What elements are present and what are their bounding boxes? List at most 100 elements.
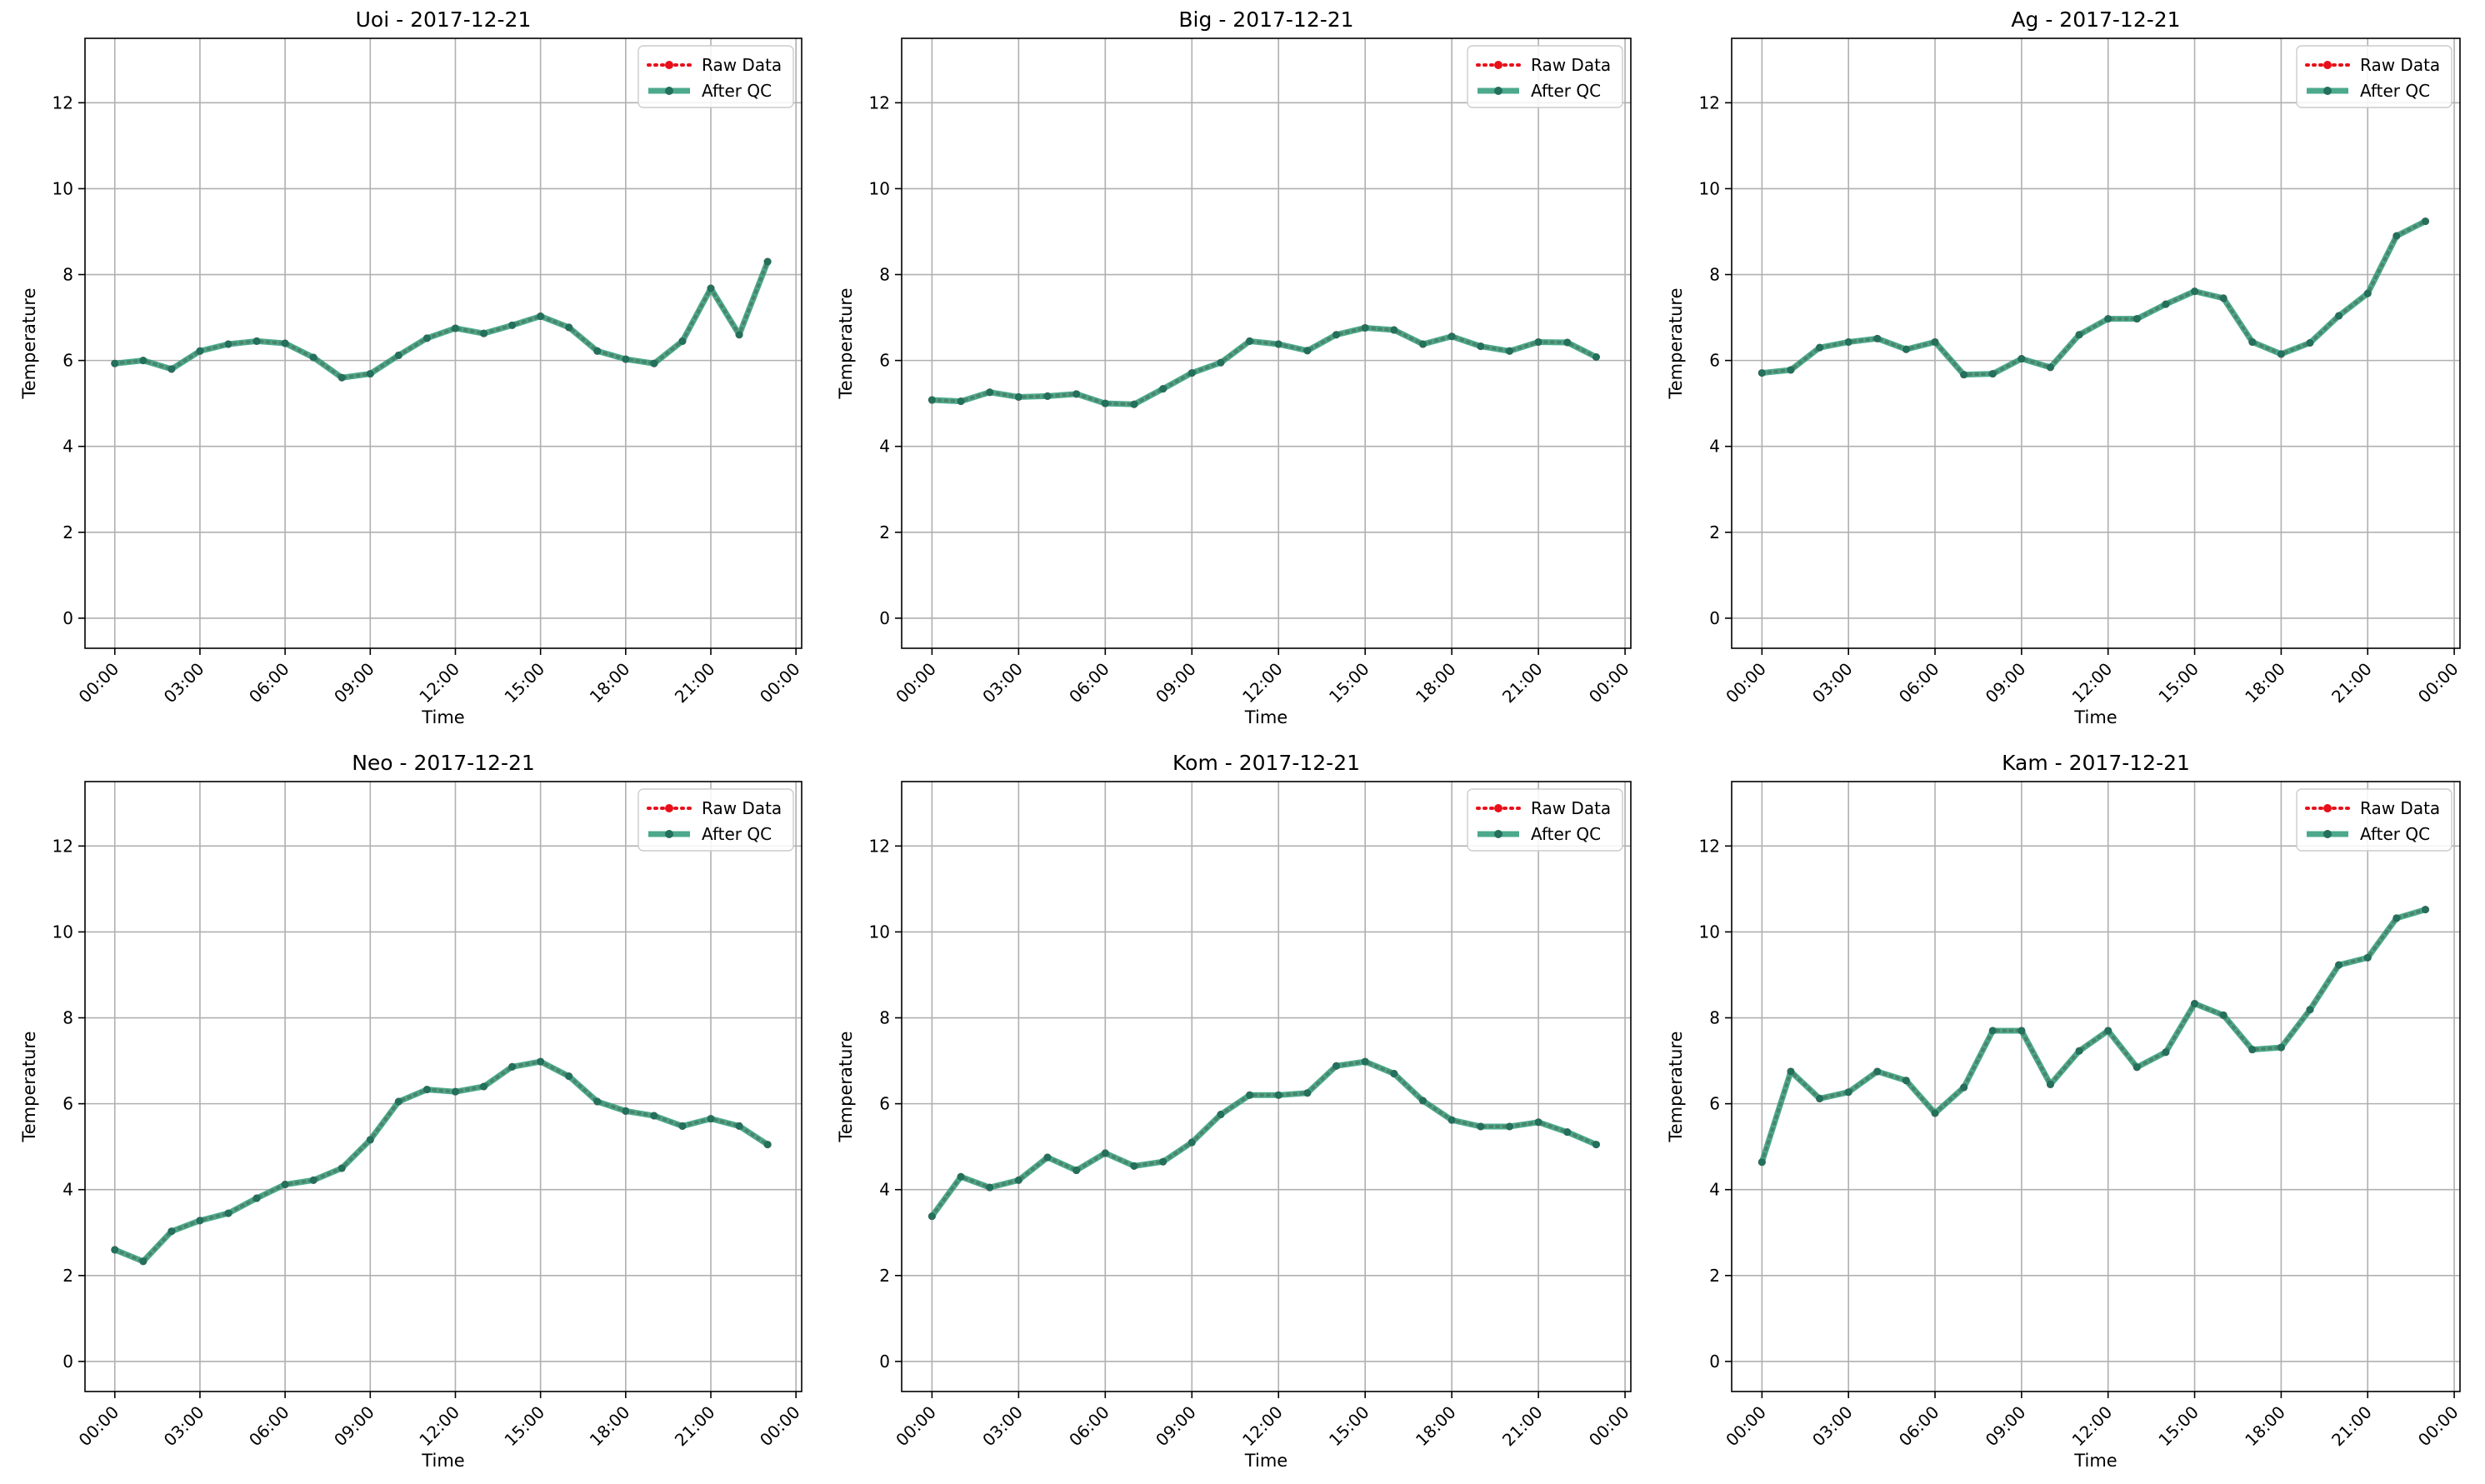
x-tick-label: 03:00 [1808,659,1857,707]
x-tick-label: 12:00 [415,1402,463,1451]
data-point-qc [735,331,743,339]
x-tick-label: 21:00 [1498,1402,1547,1451]
data-point-qc [1902,1077,1910,1085]
x-axis-label: Time [1244,1451,1288,1471]
data-point-qc [1390,326,1398,334]
data-point-qc [2104,315,2112,323]
data-point-qc [1816,1094,1824,1102]
y-tick-label: 2 [879,1266,890,1286]
legend-marker-raw-data [665,61,673,69]
axes-frame [1731,781,2461,1392]
data-point-qc [1844,1088,1852,1097]
x-tick-label: 03:00 [1808,1402,1857,1451]
data-point-qc [2162,1048,2170,1057]
data-point-qc [394,1097,402,1106]
subplot-title: Kam - 2017-12-21 [2002,751,2190,775]
data-point-qc [1217,358,1225,367]
series-line-after-qc [1761,218,2428,378]
x-tick-label: 15:00 [500,659,548,707]
data-point-qc [1534,1118,1542,1127]
data-point-qc [252,1194,261,1202]
subplot-title: Ag - 2017-12-21 [2011,7,2180,32]
data-point-qc [1873,1067,1882,1076]
data-point-qc [2075,1047,2083,1055]
data-point-qc [1563,338,1572,347]
data-point-qc [707,284,715,292]
y-tick-label: 8 [1709,1008,1720,1028]
x-tick-label: 00:00 [1722,1402,1770,1451]
data-point-qc [2191,1000,2199,1008]
data-point-qc [451,324,459,332]
data-point-qc [281,1181,289,1189]
x-tick-label: 21:00 [2328,1402,2376,1451]
y-tick-label: 6 [62,1094,73,1114]
y-tick-label: 4 [879,437,890,457]
data-point-qc [1816,343,1824,352]
data-point-qc [2306,338,2314,347]
data-point-qc [2046,1080,2054,1088]
legend-marker-after-qc [1494,830,1502,838]
legend-label-raw-data: Raw Data [2360,55,2440,75]
data-point-qc [1043,1153,1052,1162]
data-point-qc [1931,1109,1939,1117]
x-tick-label: 03:00 [978,1402,1027,1451]
series-line-raw-data [930,1060,1598,1218]
data-point-qc [1043,392,1052,400]
data-point-qc [928,396,936,404]
y-tick-label: 4 [879,1180,890,1200]
y-tick-label: 12 [52,92,73,112]
data-point-qc [139,357,148,365]
x-tick-label: 18:00 [586,1402,634,1451]
series-line-after-qc [1759,907,2427,1163]
data-point-qc [1477,342,1485,351]
data-point-qc [1592,1141,1600,1149]
y-tick-label: 8 [879,1008,890,1028]
y-tick-label: 8 [62,1008,73,1028]
legend-marker-raw-data [665,804,673,812]
data-point-qc [1960,371,1968,379]
data-point-qc [957,397,965,406]
data-point-qc [2162,300,2170,308]
data-point-qc [111,359,119,367]
subplot-title: Big - 2017-12-21 [1178,7,1353,32]
data-point-qc [422,1086,431,1094]
data-point-qc [196,347,204,355]
x-tick-label: 12:00 [415,659,463,707]
y-tick-label: 12 [869,836,890,856]
data-point-qc [1988,370,1997,378]
x-tick-label: 00:00 [756,659,804,707]
data-point-qc [366,370,374,378]
data-point-qc [338,373,346,382]
legend-label-raw-data: Raw Data [702,55,782,75]
x-tick-label: 00:00 [1585,1402,1633,1451]
data-point-qc [2132,1063,2141,1072]
data-point-qc [1931,337,1939,346]
legend-label-raw-data: Raw Data [2360,798,2440,818]
legend-marker-after-qc [665,87,673,95]
x-tick-label: 06:00 [245,1402,293,1451]
x-tick-label: 00:00 [2414,659,2462,707]
y-tick-label: 2 [1709,1266,1720,1286]
data-point-qc [622,355,630,363]
data-point-qc [1534,337,1542,346]
x-tick-label: 00:00 [75,659,123,707]
data-point-qc [508,1062,517,1071]
axes-frame [901,781,1632,1392]
data-point-qc [2363,289,2372,297]
x-tick-label: 18:00 [1412,1402,1460,1451]
y-tick-label: 2 [879,522,890,542]
data-point-qc [1477,1122,1485,1131]
y-tick-label: 4 [1709,1180,1720,1200]
data-point-qc [1303,1089,1312,1097]
data-point-qc [1159,1157,1168,1166]
data-point-qc [2018,355,2026,363]
data-point-qc [1303,347,1312,355]
y-tick-label: 8 [879,265,890,285]
x-tick-label: 00:00 [75,1402,123,1451]
data-point-qc [1505,1122,1513,1131]
data-point-qc [309,1176,318,1184]
x-tick-label: 00:00 [2414,1402,2462,1451]
x-tick-label: 15:00 [500,1402,548,1451]
data-point-qc [1448,1116,1456,1124]
